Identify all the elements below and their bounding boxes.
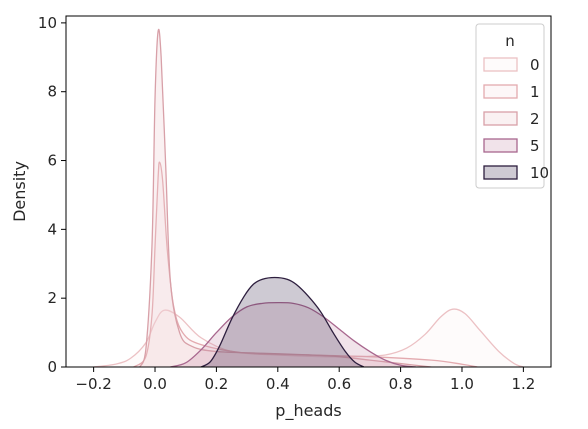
x-tick-label: 0.8 bbox=[389, 375, 413, 393]
y-tick-label: 2 bbox=[47, 289, 57, 307]
y-tick-label: 10 bbox=[38, 14, 57, 32]
density-fill-n-2 bbox=[139, 29, 432, 367]
legend-swatch-n-5 bbox=[483, 138, 518, 153]
x-tick-label: 0.4 bbox=[266, 375, 290, 393]
legend-label-n-10: 10 bbox=[530, 164, 549, 182]
density-fill-n-10 bbox=[201, 277, 364, 367]
x-axis-label: p_heads bbox=[275, 401, 341, 421]
y-axis-label: Density bbox=[10, 161, 29, 222]
legend-label-n-1: 1 bbox=[530, 83, 540, 101]
legend-box bbox=[475, 23, 545, 189]
x-tick-label: 0.2 bbox=[204, 375, 228, 393]
axes: −0.2 0.0 0.2 0.4 0.6 0.8 1.0 1.20246810p_headsD… bbox=[10, 14, 552, 421]
x-tick-label: 0.6 bbox=[327, 375, 351, 393]
legend-swatch-n-1 bbox=[483, 84, 518, 99]
x-tick-label: 1.2 bbox=[511, 375, 535, 393]
density-fill-n-1 bbox=[133, 162, 478, 367]
y-tick-label: 0 bbox=[47, 358, 57, 376]
legend-label-n-5: 5 bbox=[530, 137, 540, 155]
legend-label-n-0: 0 bbox=[530, 56, 540, 74]
y-tick-label: 6 bbox=[47, 152, 57, 170]
y-tick-label: 8 bbox=[47, 83, 57, 101]
axes-frame bbox=[65, 15, 552, 368]
legend-swatch-n-10 bbox=[483, 165, 518, 180]
legend-title: n bbox=[505, 32, 515, 50]
plot-area bbox=[93, 28, 524, 367]
x-tick-label: 1.0 bbox=[450, 375, 474, 393]
legend-label-n-2: 2 bbox=[530, 110, 540, 128]
y-tick-label: 4 bbox=[47, 220, 57, 238]
legend-swatch-n-2 bbox=[483, 111, 518, 126]
legend-swatch-n-0 bbox=[483, 57, 518, 72]
legend: n0 1 2 5 10 bbox=[475, 23, 549, 189]
x-tick-label: 0.0 bbox=[143, 375, 167, 393]
density-line-n-10 bbox=[200, 276, 365, 367]
density-fill-n-0 bbox=[93, 309, 524, 367]
density-line-n-2 bbox=[139, 28, 432, 367]
density-line-n-5 bbox=[170, 301, 417, 367]
x-tick-label: −0.2 bbox=[75, 375, 111, 393]
